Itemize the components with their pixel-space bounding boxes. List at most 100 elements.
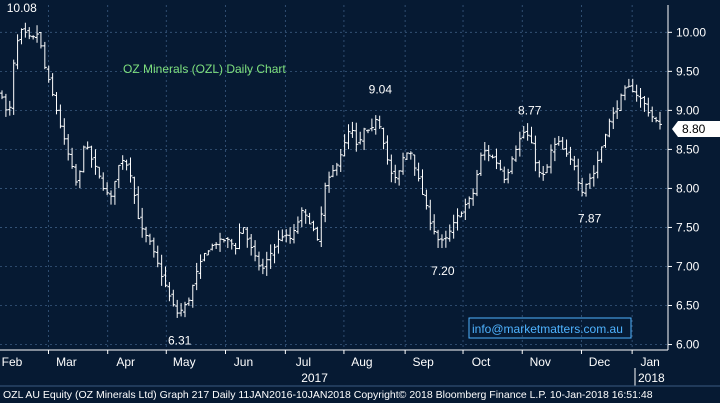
x-tick-label: Sep [412,355,434,369]
price-bar [463,198,468,221]
price-bar [459,211,464,218]
price-bar [116,164,121,189]
price-bar [611,107,616,130]
price-bar [307,212,312,225]
annotation-label: 8.77 [518,103,542,117]
price-bar [494,148,499,170]
price-bar [81,145,86,173]
price-bar [151,237,156,258]
price-bar [7,100,12,116]
price-bar [482,142,487,161]
price-bar [607,118,612,138]
price-bar [354,122,359,152]
y-axis: 6.00 6.50 7.00 7.50 8.00 8.50 9.00 9.50 10.00 [667,5,706,352]
price-bar [221,238,226,243]
price-bar [140,207,145,238]
price-bar [163,266,168,288]
price-bar [490,154,495,159]
price-bar [650,106,655,123]
x-tick-label: Feb [2,355,23,369]
price-bar [552,137,557,162]
price-bar [377,115,382,129]
price-bar [144,226,149,243]
price-bar [155,245,160,268]
price-bar [70,147,75,169]
price-bar [214,242,219,250]
price-bars [0,22,662,318]
x-tick-label: Jul [296,355,311,369]
y-tick-label: 9.50 [676,64,700,78]
price-bar [175,299,180,318]
y-tick-label: 9.00 [676,103,700,117]
price-bar [467,196,472,209]
price-bar [288,227,293,244]
x-tick-label: Mar [56,355,77,369]
price-bar [580,177,585,197]
price-bar [241,227,246,235]
price-bar [432,214,437,235]
price-bar [268,244,273,269]
price-bar [397,170,402,186]
price-bar [272,243,277,264]
price-bar [506,168,511,184]
annotation-label: 6.31 [168,333,192,347]
x-axis: Feb Mar Apr May Jun Jul Aug Sep Oct Nov Dec Jan 2017… [0,349,668,386]
price-bar [295,216,300,234]
price-bar [35,25,40,43]
price-bar [603,133,608,148]
price-bar [365,129,370,134]
price-bar [572,155,577,171]
price-bar [179,303,184,317]
price-bar [198,254,203,279]
price-bar [362,127,367,151]
price-bar [101,172,106,191]
price-bar [654,116,659,123]
price-bar [112,180,117,205]
price-bar [373,115,378,135]
price-bar [634,84,639,102]
price-bar [128,157,133,183]
price-bar [498,159,503,171]
price-bar [225,237,230,249]
price-bar [206,250,211,256]
price-bar [443,230,448,248]
price-bar [97,166,102,179]
price-bar [311,220,316,232]
price-bar [424,189,429,210]
price-bar [0,90,4,100]
price-bar [210,243,215,251]
price-bar [564,139,569,157]
price-bar [186,297,191,306]
price-bar [548,144,553,174]
y-tick-label: 8.50 [676,142,700,156]
price-bar [124,159,129,171]
x-year-label: 2018 [638,371,665,385]
price-bar [299,207,304,228]
price-bar [159,254,164,286]
price-bar [619,93,624,112]
price-bar [319,206,324,248]
price-bar [525,123,530,141]
price-bar [23,22,28,38]
price-bar [256,251,261,271]
price-bar [342,134,347,157]
price-bar [560,136,565,150]
price-bar [182,301,187,318]
price-bar [89,145,94,168]
x-tick-label: Apr [116,355,135,369]
price-bar [626,78,631,88]
x-tick-label: Oct [472,355,491,369]
price-bar [529,126,534,144]
price-bar [27,27,32,40]
y-tick-label: 8.00 [676,181,700,195]
price-bar [541,166,546,181]
x-year-label: 2017 [301,371,328,385]
price-bar [315,226,320,241]
price-bar [54,92,59,115]
x-tick-label: Aug [351,355,372,369]
price-bar [475,169,480,197]
price-bar [455,208,460,231]
